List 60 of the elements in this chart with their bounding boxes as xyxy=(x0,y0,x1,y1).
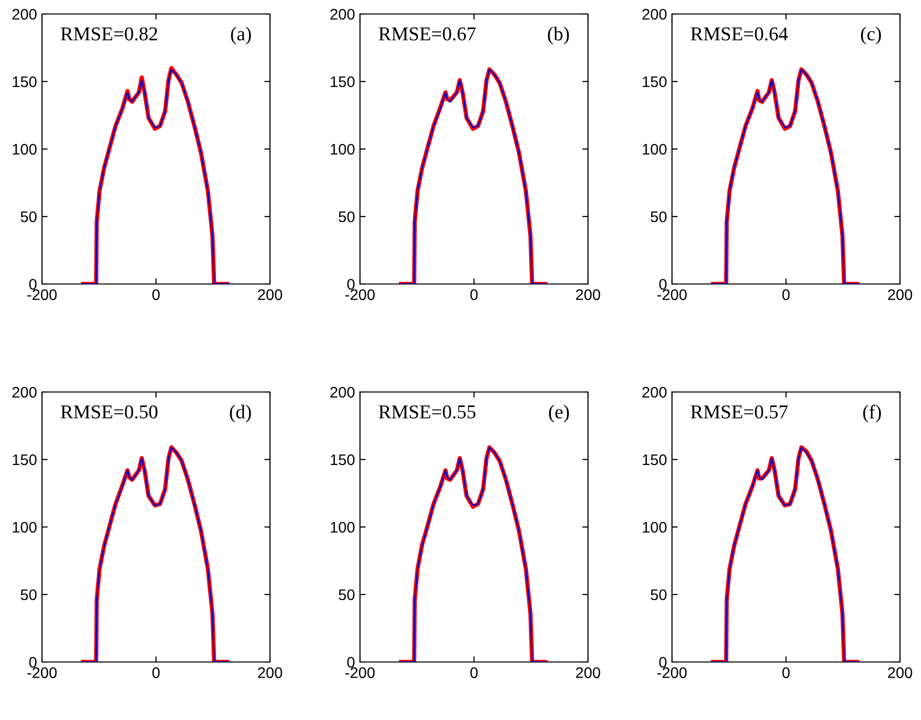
x-tick-label: 200 xyxy=(258,289,282,300)
annotation: RMSE=0.57 xyxy=(690,405,788,419)
y-tick-label: 50 xyxy=(20,211,37,222)
annotation: (a) xyxy=(231,26,251,44)
x-tick-label: 0 xyxy=(782,667,790,678)
y-tick-label: 150 xyxy=(12,76,37,88)
y-tick-label: 150 xyxy=(642,76,667,88)
annotation: (f) xyxy=(863,404,881,423)
x-tick-label: -200 xyxy=(345,289,375,300)
y-tick-label: 100 xyxy=(12,522,37,533)
x-tick-label: 0 xyxy=(782,289,790,300)
y-tick-label: 0 xyxy=(659,656,667,668)
y-tick-label: 100 xyxy=(330,144,355,155)
y-tick-label: 0 xyxy=(29,278,37,290)
x-tick-label: 200 xyxy=(888,289,912,300)
x-tick-label: -200 xyxy=(27,667,57,678)
x-tick-label: 0 xyxy=(470,289,478,300)
annotation: RMSE=0.50 xyxy=(60,405,158,419)
y-tick-label: 200 xyxy=(642,8,667,20)
annotation: RMSE=0.82 xyxy=(60,27,158,41)
x-tick-label: 200 xyxy=(576,667,600,678)
y-tick-label: 150 xyxy=(12,454,37,466)
y-tick-label: 150 xyxy=(330,454,355,466)
y-tick-label: 50 xyxy=(650,589,667,600)
x-tick-label: 0 xyxy=(152,289,160,300)
annotation: RMSE=0.67 xyxy=(378,27,476,41)
x-tick-label: 200 xyxy=(258,667,282,678)
y-tick-label: 150 xyxy=(642,454,667,466)
y-tick-label: 150 xyxy=(330,76,355,88)
annotation: (b) xyxy=(548,26,569,44)
y-tick-label: 200 xyxy=(330,386,355,398)
x-tick-label: -200 xyxy=(27,289,57,300)
y-tick-label: 0 xyxy=(347,278,355,290)
x-tick-label: -200 xyxy=(657,667,687,678)
x-tick-label: 0 xyxy=(470,667,478,678)
y-tick-label: 100 xyxy=(12,144,37,155)
y-tick-label: 200 xyxy=(330,8,355,20)
x-tick-label: -200 xyxy=(345,667,375,678)
y-tick-label: 50 xyxy=(650,211,667,222)
x-tick-label: 200 xyxy=(888,667,912,678)
y-tick-label: 100 xyxy=(642,522,667,533)
y-tick-label: 0 xyxy=(347,656,355,668)
y-tick-label: 200 xyxy=(12,8,37,20)
y-tick-label: 0 xyxy=(29,656,37,668)
y-tick-label: 50 xyxy=(338,589,355,600)
annotation: RMSE=0.55 xyxy=(378,405,476,419)
x-tick-label: 200 xyxy=(576,289,600,300)
x-tick-label: 0 xyxy=(152,667,160,678)
y-tick-label: 100 xyxy=(642,144,667,155)
y-tick-label: 50 xyxy=(338,211,355,222)
y-tick-label: 0 xyxy=(659,278,667,290)
y-tick-label: 200 xyxy=(12,386,37,398)
annotation: RMSE=0.64 xyxy=(690,27,788,41)
y-tick-label: 50 xyxy=(20,589,37,600)
annotation: (e) xyxy=(549,404,569,422)
y-tick-label: 100 xyxy=(330,522,355,533)
annotation: (d) xyxy=(230,404,251,422)
y-tick-label: 200 xyxy=(642,386,667,398)
x-tick-label: -200 xyxy=(657,289,687,300)
annotation: (c) xyxy=(861,26,881,44)
